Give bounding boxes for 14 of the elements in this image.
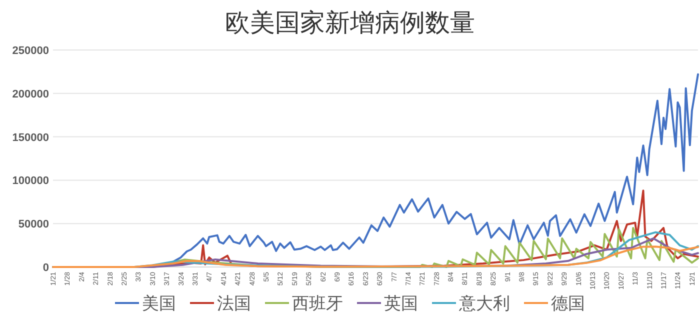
y-tick-label: 100000 xyxy=(12,175,49,188)
legend-label: 英国 xyxy=(384,294,418,314)
chart-title: 欧美国家新增病例数量 xyxy=(225,8,475,37)
y-tick-label: 200000 xyxy=(12,88,49,100)
legend-label: 美国 xyxy=(142,294,176,314)
y-tick-label: 0 xyxy=(42,262,49,274)
line-series xyxy=(52,246,699,268)
y-tick-label: 50000 xyxy=(18,218,49,231)
legend-label: 德国 xyxy=(551,294,585,314)
legend-label: 意大利 xyxy=(458,294,510,314)
y-tick-label: 150000 xyxy=(12,132,49,144)
legend-label: 法国 xyxy=(217,294,251,314)
y-tick-label: 250000 xyxy=(12,45,49,57)
legend-label: 西班牙 xyxy=(292,294,343,314)
